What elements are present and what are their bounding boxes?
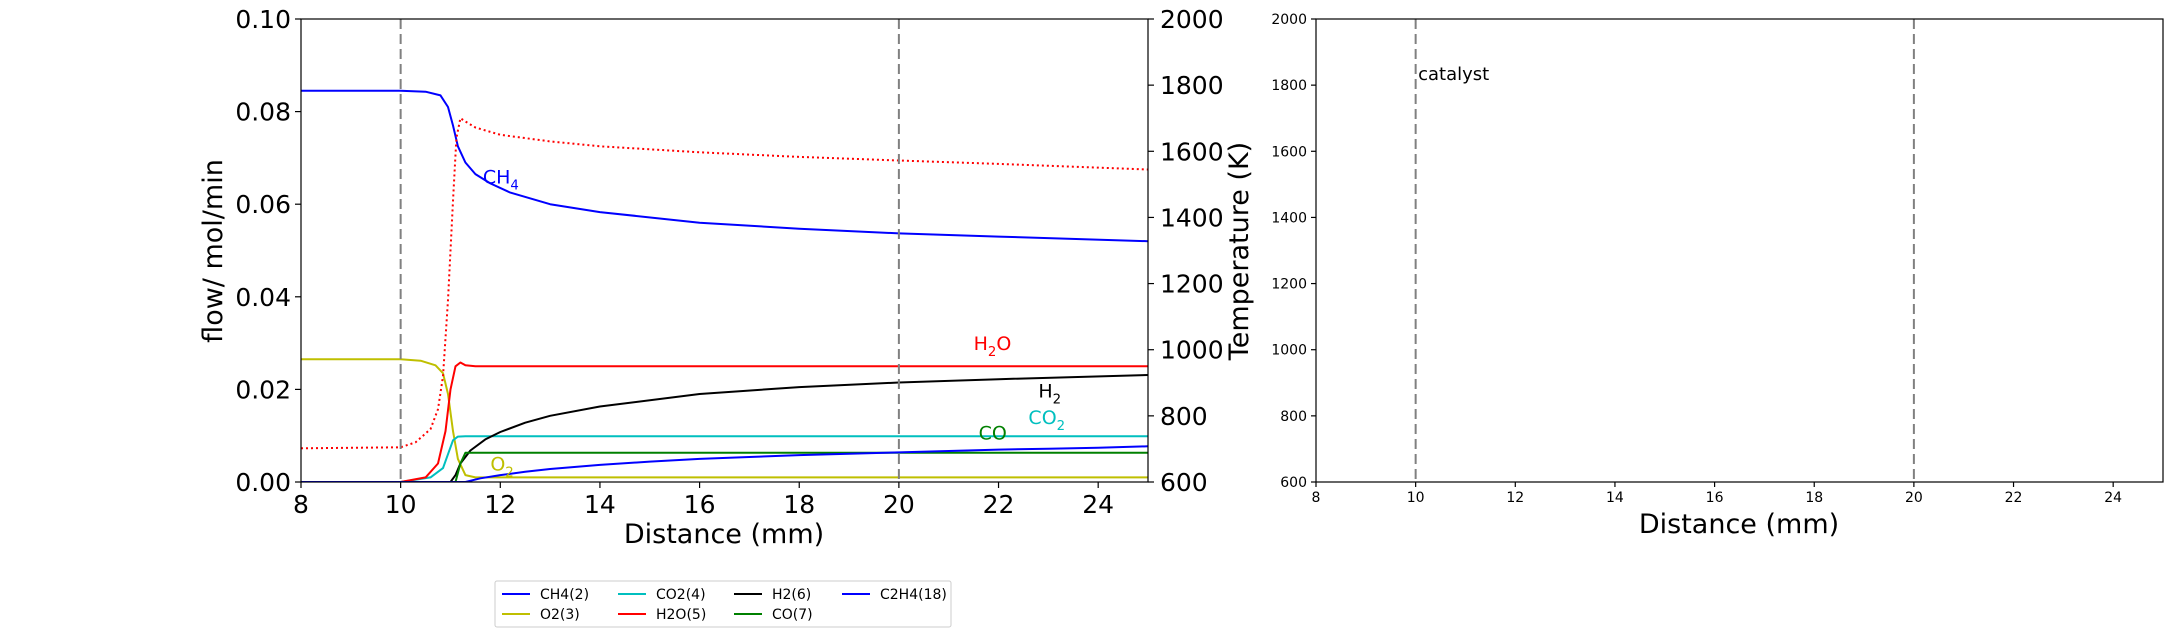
y-tick-label: 600: [1280, 475, 1307, 491]
x-tick-label: 10: [1407, 490, 1425, 506]
left-plot-frame: [300, 18, 1149, 483]
y-tick-label: 1000: [1271, 343, 1307, 359]
x-tick-label: 14: [584, 490, 616, 519]
left-x-axis-label: Distance (mm): [624, 519, 824, 550]
x-tick-label: 8: [1312, 490, 1321, 506]
y-tick-label: 0.06: [235, 190, 291, 219]
x-tick-label: 16: [1706, 490, 1724, 506]
y-tick-label: 0.10: [235, 5, 291, 34]
annotation-h2: H2: [1038, 381, 1061, 408]
x-tick-label: 12: [484, 490, 516, 519]
legend-label: H2O(5): [656, 607, 706, 623]
legend: CH4(2) O2(3) CO2(4) H2O(5) H2(6) CO(7) C2H4(18…: [494, 580, 952, 628]
series-line-h2o-5: [301, 361, 1148, 482]
series-line-temperature: [301, 117, 1148, 450]
x-tick-label: 18: [1805, 490, 1823, 506]
right-x-ticks: 8 10 12 14 16 18 20 22 24: [1312, 482, 2122, 506]
y2-tick-label: 1200: [1160, 270, 1224, 299]
y-tick-label: 1200: [1271, 277, 1307, 293]
x-tick-label: 22: [2005, 490, 2023, 506]
right-catalyst-boundaries: [1414, 19, 1915, 482]
legend-label: H2(6): [772, 587, 811, 603]
legend-entry-co2-4: CO2(4): [618, 587, 706, 603]
legend-label: O2(3): [540, 607, 580, 623]
series-line-c2h4-18: [301, 445, 1148, 482]
y-tick-label: 1600: [1271, 144, 1307, 160]
x-tick-label: 16: [684, 490, 716, 519]
y-tick-label: 1400: [1271, 210, 1307, 226]
series-line-ch4-2: [301, 89, 1148, 243]
y-tick-label: 0.02: [235, 375, 291, 404]
y-tick-label: 0.08: [235, 98, 291, 127]
right-plot-frame: [1315, 18, 2164, 483]
left-y2-ticks: 600 800 1000 1200 1400 1600 1800 2000: [1148, 5, 1224, 497]
x-tick-label: 18: [783, 490, 815, 519]
legend-entry-o2-3: O2(3): [502, 607, 580, 623]
legend-label: CO(7): [772, 607, 813, 623]
x-tick-label: 10: [385, 490, 417, 519]
annotation-catalyst: catalyst: [1418, 64, 1489, 85]
series-line-h2-6: [301, 374, 1148, 482]
left-y2-axis-label: Temperature (K): [1224, 142, 1255, 361]
y2-tick-label: 800: [1160, 402, 1208, 431]
y2-tick-label: 1600: [1160, 137, 1224, 166]
annotation-co: CO: [979, 422, 1007, 444]
y-tick-label: 800: [1280, 409, 1307, 425]
x-tick-label: 20: [1905, 490, 1923, 506]
annotation-co2: CO2: [1028, 407, 1065, 434]
left-catalyst-boundaries: [399, 19, 900, 482]
y-tick-label: 1800: [1271, 78, 1307, 94]
legend-label: C2H4(18): [880, 587, 947, 603]
legend-entry-ch4-2: CH4(2): [502, 587, 589, 603]
y2-tick-label: 1000: [1160, 336, 1224, 365]
right-annotations: catalyst: [1418, 64, 1489, 85]
left-y-ticks: 0.00 0.02 0.04 0.06 0.08 0.10: [235, 5, 301, 497]
left-series-group: [301, 89, 1148, 482]
legend-label: CH4(2): [540, 587, 589, 603]
left-y-axis-label: flow/ mol/min: [198, 159, 229, 343]
legend-label: CO2(4): [656, 587, 706, 603]
y-tick-label: 0.00: [235, 468, 291, 497]
x-tick-label: 14: [1606, 490, 1624, 506]
annotation-o2: O2: [490, 453, 513, 480]
y2-tick-label: 2000: [1160, 5, 1224, 34]
x-tick-label: 12: [1506, 490, 1524, 506]
x-tick-label: 24: [2104, 490, 2122, 506]
left-chart: 8 10 12 14 16 18 20 22 24 0.000.020.040.060.080.…: [198, 5, 1255, 550]
series-line-co-7: [301, 451, 1148, 482]
y-tick-label: 2000: [1271, 12, 1307, 28]
y2-tick-label: 1800: [1160, 71, 1224, 100]
right-chart: 8 10 12 14 16 18 20 22 24 600 800 1000 1200 1400 1600…: [1271, 12, 2164, 540]
legend-entry-c2h4-18: C2H4(18): [842, 587, 947, 603]
x-tick-label: 22: [983, 490, 1015, 519]
x-tick-label: 24: [1082, 490, 1114, 519]
legend-entry-h2-6: H2(6): [734, 587, 811, 603]
left-x-ticks: 8 10 12 14 16 18 20 22 24: [293, 482, 1114, 519]
legend-entry-h2o-5: H2O(5): [618, 607, 706, 623]
y2-tick-label: 1400: [1160, 203, 1224, 232]
legend-entry-co-7: CO(7): [734, 607, 813, 623]
right-y-ticks: 600 800 1000 1200 1400 1600 1800 2000: [1271, 12, 1316, 491]
annotation-h2o: H2O: [974, 333, 1012, 360]
series-line-o2-3: [301, 358, 1148, 479]
y2-tick-label: 600: [1160, 468, 1208, 497]
y-tick-label: 0.04: [235, 283, 291, 312]
annotation-ch4: CH4: [483, 166, 519, 193]
right-x-axis-label: Distance (mm): [1639, 509, 1839, 540]
x-tick-label: 20: [883, 490, 915, 519]
x-tick-label: 8: [293, 490, 309, 519]
legend-frame: [494, 580, 952, 628]
